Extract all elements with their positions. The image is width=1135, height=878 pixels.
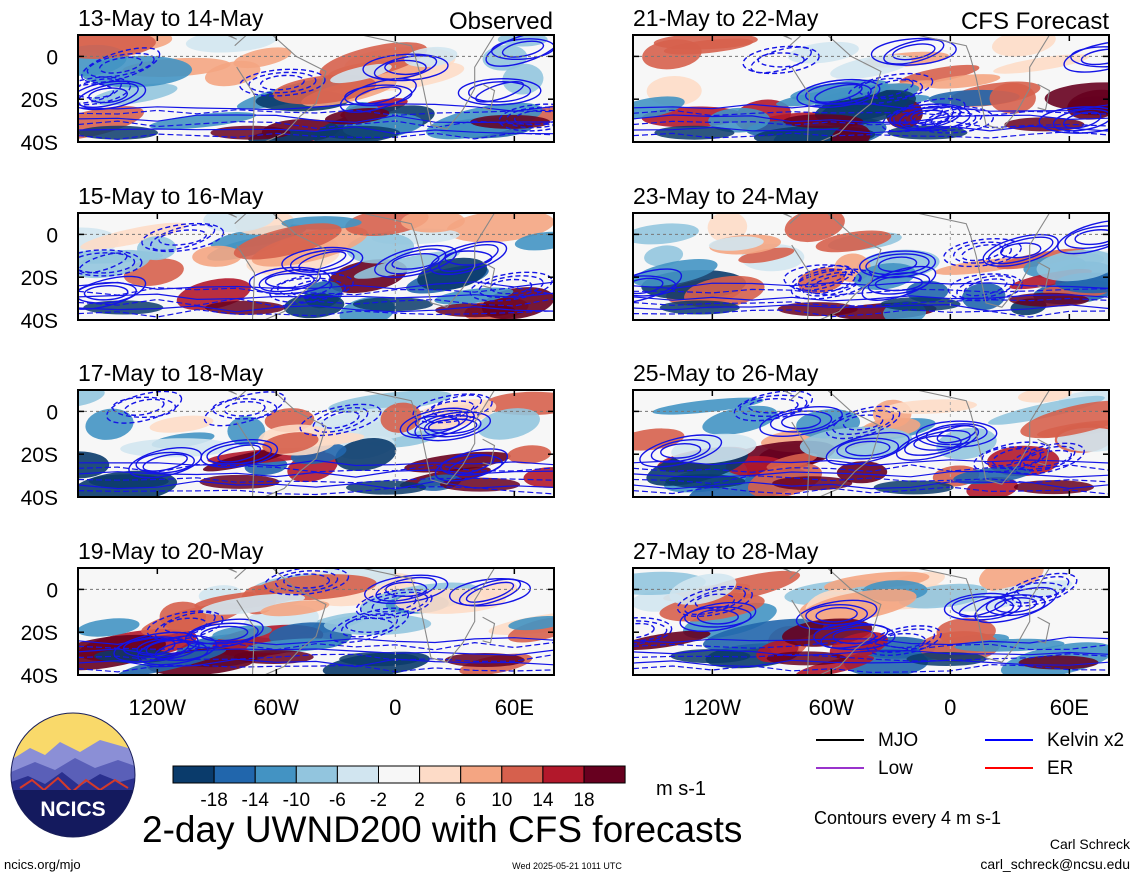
colorbar-swatch (542, 765, 585, 784)
panel-title: 17-May to 18-May (78, 360, 264, 386)
panels-group: 13-May to 14-May 0 20S 40S 15-May to 16-May 0… (21, 5, 1110, 688)
footer-left[interactable]: ncics.org/mjo (4, 857, 81, 872)
y-tick-label: 0 (46, 46, 58, 69)
colorbar-swatch (254, 765, 297, 784)
panel-5: 21-May to 22-May (632, 5, 1110, 143)
y-tick-label: 20S (21, 622, 58, 645)
colorbar-label: -14 (241, 790, 269, 811)
panel-frame (632, 212, 1110, 321)
panel-field (633, 213, 1109, 320)
panel-field (78, 35, 554, 142)
panel-frame (632, 567, 1110, 676)
colorbar-swatch (460, 765, 503, 784)
panel-6: 23-May to 24-May (632, 183, 1110, 321)
panel-frame (77, 567, 555, 676)
colorbar-label: 10 (491, 790, 512, 811)
colorbar-swatch (295, 765, 338, 784)
panel-field (633, 35, 1109, 142)
x-tick-label: 60W (809, 695, 854, 720)
forecast-label: CFS Forecast (961, 8, 1109, 35)
panel-frame (632, 34, 1110, 143)
colorbar-label: 2 (414, 790, 425, 811)
y-tick-label: 40S (21, 310, 58, 333)
panel-title: 15-May to 16-May (78, 183, 264, 209)
colorbar-label: 18 (573, 790, 594, 811)
x-tick-label: 60E (495, 695, 534, 720)
colorbar-swatch (172, 765, 215, 784)
colorbar-swatch (583, 765, 626, 784)
x-axis-ticks: 120W 120W 60W 60W 0 0 60E 60E (129, 695, 1089, 720)
colorbar-label: -18 (200, 790, 227, 811)
author-email[interactable]: carl_schreck@ncsu.edu (980, 856, 1130, 872)
contour-note: Contours every 4 m s-1 (814, 808, 1001, 828)
panel-8: 27-May to 28-May (632, 538, 1110, 676)
footer-timestamp: Wed 2025-05-21 1011 UTC (512, 861, 622, 871)
colorbar-swatch (378, 765, 421, 784)
colorbar-label: 14 (532, 790, 554, 811)
x-tick-label: 120W (684, 695, 742, 720)
x-tick-label: 120W (129, 695, 187, 720)
y-tick-label: 20S (21, 89, 58, 112)
y-tick-label: 0 (46, 401, 58, 424)
author-name: Carl Schreck (1050, 836, 1131, 852)
panel-frame (632, 389, 1110, 498)
x-tick-label: 0 (944, 695, 956, 720)
colorbar-label: -10 (283, 790, 310, 811)
colorbar: -18 -14 -10 -6 -2 2 6 10 14 18 (172, 765, 626, 811)
panel-title: 21-May to 22-May (633, 5, 819, 31)
y-tick-label: 20S (21, 267, 58, 290)
panel-title: 27-May to 28-May (633, 538, 819, 564)
panel-title: 13-May to 14-May (78, 5, 264, 31)
y-tick-label: 40S (21, 665, 58, 688)
panel-frame (77, 212, 555, 321)
x-tick-label: 60W (254, 695, 299, 720)
y-tick-label: 40S (21, 132, 58, 155)
legend: MJO Kelvin x2 Low ER (816, 730, 1124, 779)
panel-field (78, 390, 554, 497)
panel-field (633, 568, 1109, 675)
panel-frame (77, 389, 555, 498)
legend-label: Low (878, 758, 913, 779)
colorbar-label: -2 (370, 790, 387, 811)
panel-field (78, 568, 554, 675)
legend-label: MJO (878, 730, 918, 751)
colorbar-units: m s-1 (656, 778, 706, 800)
panel-3: 17-May to 18-May 0 20S 40S (21, 360, 555, 510)
colorbar-label: 6 (455, 790, 466, 811)
y-tick-label: 0 (46, 224, 58, 247)
colorbar-label: -6 (329, 790, 346, 811)
panel-7: 25-May to 26-May (632, 360, 1110, 498)
ncics-logo: NCICS (10, 712, 136, 838)
observed-label: Observed (449, 8, 553, 35)
colorbar-swatch (336, 765, 379, 784)
legend-label: Kelvin x2 (1047, 730, 1124, 751)
logo-text: NCICS (40, 798, 105, 821)
x-tick-label: 0 (389, 695, 401, 720)
panel-title: 23-May to 24-May (633, 183, 819, 209)
panel-1: 13-May to 14-May 0 20S 40S (21, 5, 555, 155)
colorbar-swatch (419, 765, 462, 784)
y-tick-label: 0 (46, 579, 58, 602)
panel-field (78, 213, 554, 320)
panel-title: 25-May to 26-May (633, 360, 819, 386)
panel-title: 19-May to 20-May (78, 538, 264, 564)
legend-label: ER (1047, 758, 1073, 779)
panel-4: 19-May to 20-May 0 20S 40S (21, 538, 555, 688)
panel-field (633, 390, 1109, 497)
y-tick-label: 20S (21, 444, 58, 467)
panel-2: 15-May to 16-May 0 20S 40S (21, 183, 555, 333)
colorbar-swatch (501, 765, 544, 784)
panel-frame (77, 34, 555, 143)
colorbar-swatch (213, 765, 256, 784)
figure-title: 2-day UWND200 with CFS forecasts (142, 809, 742, 850)
y-tick-label: 40S (21, 487, 58, 510)
x-tick-label: 60E (1050, 695, 1089, 720)
